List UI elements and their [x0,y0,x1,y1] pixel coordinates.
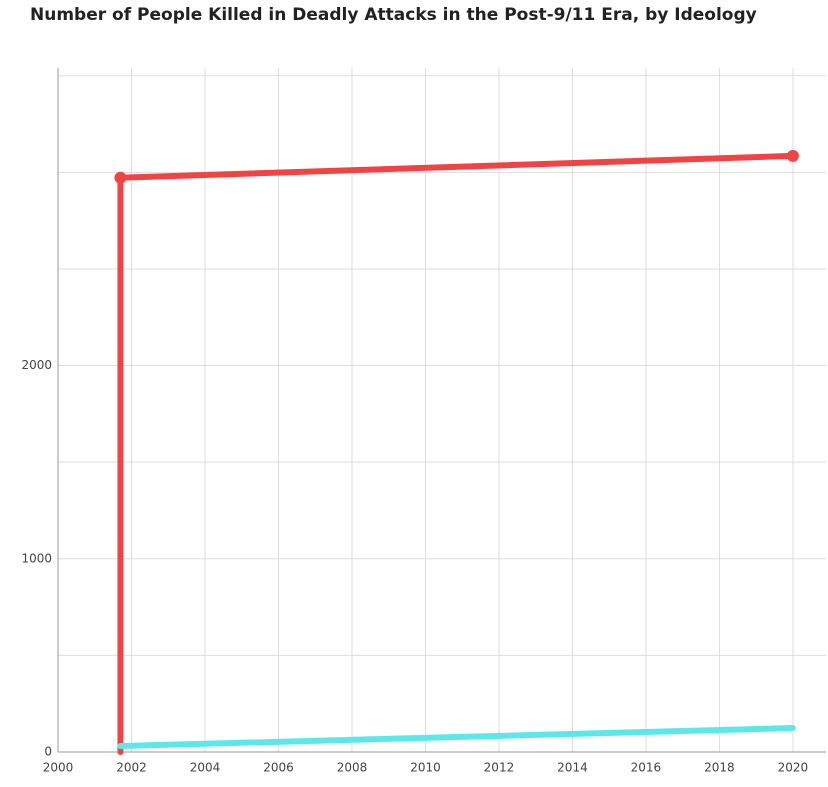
x-tick-label: 2002 [116,761,147,775]
x-tick-label: 2010 [410,761,441,775]
x-tick-label: 2014 [557,761,588,775]
x-tick-label: 2016 [631,761,662,775]
chart-title: Number of People Killed in Deadly Attack… [30,5,757,25]
y-tick-label: 2000 [21,358,52,372]
x-tick-label: 2018 [704,761,735,775]
point-marker [786,149,799,162]
x-tick-label: 2004 [190,761,221,775]
x-tick-label: 2012 [484,761,515,775]
y-tick-label: 1000 [21,551,52,565]
x-tick-label: 2008 [337,761,368,775]
x-tick-label: 2000 [43,761,74,775]
series-line [117,152,796,755]
series-line [117,725,796,750]
y-tick-label: 0 [44,745,52,759]
point-marker [114,171,127,184]
x-tick-label: 2006 [263,761,294,775]
x-tick-label: 2020 [778,761,809,775]
